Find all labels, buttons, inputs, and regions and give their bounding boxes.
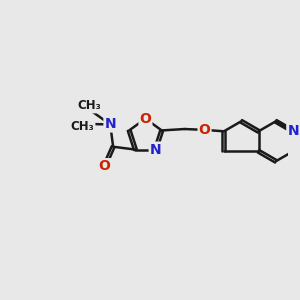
Text: N: N — [150, 142, 161, 157]
Text: O: O — [199, 123, 211, 137]
Text: N: N — [104, 118, 116, 131]
Text: O: O — [99, 159, 110, 173]
Text: O: O — [140, 112, 152, 126]
Text: CH₃: CH₃ — [71, 120, 94, 133]
Text: N: N — [287, 124, 299, 138]
Text: CH₃: CH₃ — [77, 99, 101, 112]
